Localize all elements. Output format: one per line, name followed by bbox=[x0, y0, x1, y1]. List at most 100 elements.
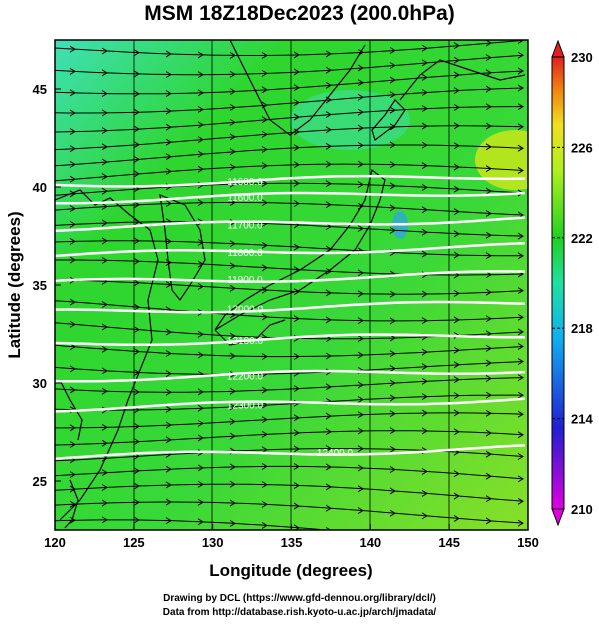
credit-line-1: Drawing by DCL (https://www.gfd-dennou.o… bbox=[163, 593, 436, 604]
contour-label: 11600.0 bbox=[227, 177, 263, 188]
wind-arrow bbox=[325, 201, 332, 209]
wind-arrow bbox=[69, 298, 76, 306]
grid-lines bbox=[133, 40, 450, 530]
wind-arrow bbox=[165, 167, 172, 175]
wind-arrow bbox=[261, 481, 268, 489]
wind-arrow bbox=[261, 146, 268, 153]
wind-arrow bbox=[261, 386, 268, 394]
wind-arrow bbox=[229, 520, 236, 527]
wind-arrow bbox=[325, 412, 332, 420]
wind-arrow bbox=[133, 369, 140, 376]
wind-arrow bbox=[293, 502, 300, 510]
wind-arrow bbox=[101, 499, 108, 507]
wind-arrow bbox=[421, 427, 428, 435]
wind-arrow bbox=[197, 498, 204, 506]
wind-arrow bbox=[517, 453, 524, 460]
wind-arrow bbox=[517, 328, 524, 336]
wind-arrow bbox=[229, 262, 236, 270]
wind-arrow bbox=[101, 143, 108, 151]
contour-label: 12000.0 bbox=[227, 305, 264, 316]
wind-arrow bbox=[453, 409, 460, 417]
wind-arrow bbox=[229, 499, 236, 507]
wind-arrow bbox=[389, 350, 396, 358]
wind-arrow bbox=[517, 144, 524, 152]
wind-arrow bbox=[357, 48, 364, 56]
wind-arrow bbox=[357, 93, 364, 101]
x-tick-label: 135 bbox=[281, 535, 303, 550]
wind-arrow bbox=[261, 264, 268, 272]
wind-arrow bbox=[485, 252, 492, 260]
wind-arrow bbox=[325, 526, 332, 530]
wind-arrow bbox=[517, 287, 524, 295]
wind-arrow bbox=[293, 429, 300, 437]
wind-arrow bbox=[197, 238, 204, 246]
wind-arrow bbox=[69, 220, 76, 228]
wind-arrow bbox=[421, 74, 428, 81]
wind-arrow bbox=[69, 175, 76, 183]
wind-arrow bbox=[229, 199, 236, 206]
wind-arrow bbox=[357, 141, 364, 149]
wind-arrow bbox=[485, 69, 492, 77]
wind-arrow bbox=[293, 144, 300, 152]
wind-arrow bbox=[101, 387, 108, 395]
streamline bbox=[55, 87, 524, 114]
wind-arrow bbox=[69, 343, 76, 351]
wind-arrow bbox=[453, 289, 460, 297]
wind-arrow bbox=[261, 416, 268, 424]
height-contour bbox=[55, 216, 526, 233]
wind-arrow bbox=[325, 504, 332, 512]
credit-line-2: Data from http://database.rish.kyoto-u.a… bbox=[162, 607, 437, 618]
y-tick-label: 30 bbox=[33, 376, 47, 391]
wind-arrow bbox=[133, 326, 140, 334]
wind-arrow bbox=[389, 226, 396, 234]
wind-arrow bbox=[517, 410, 524, 418]
wind-arrow bbox=[453, 392, 460, 400]
wind-arrow bbox=[229, 284, 236, 292]
wind-arrow bbox=[517, 252, 524, 260]
wind-arrow bbox=[165, 138, 172, 146]
wind-arrow bbox=[133, 388, 140, 396]
wind-arrow bbox=[421, 228, 428, 236]
wind-arrow bbox=[421, 105, 428, 112]
x-tick-label: 130 bbox=[202, 535, 224, 550]
height-contours: 11600.0 11600.0 11700.0 11800.0 11900.0 12000… bbox=[55, 174, 526, 460]
wind-arrow bbox=[133, 170, 140, 178]
wind-arrow bbox=[485, 143, 492, 151]
wind-arrow bbox=[69, 160, 76, 168]
wind-arrow bbox=[261, 286, 268, 294]
wind-arrow bbox=[485, 54, 492, 62]
wind-arrow bbox=[165, 237, 172, 245]
wind-arrow bbox=[325, 50, 332, 58]
wind-arrow bbox=[517, 84, 524, 92]
wind-arrow bbox=[165, 481, 172, 489]
streamline bbox=[55, 40, 524, 56]
wind-arrow bbox=[453, 208, 460, 216]
wind-arrow bbox=[517, 103, 524, 111]
wind-arrow bbox=[517, 519, 524, 527]
x-tick-label: 150 bbox=[517, 535, 539, 550]
wind-arrow bbox=[325, 483, 332, 491]
wind-arrow bbox=[453, 42, 460, 50]
wind-arrow bbox=[389, 47, 396, 54]
wind-arrow bbox=[421, 489, 428, 497]
y-axis-title: Latitude (degrees) bbox=[5, 211, 24, 358]
streamline bbox=[55, 344, 524, 358]
wind-arrow bbox=[485, 315, 492, 323]
wind-arrow bbox=[165, 123, 172, 131]
wind-arrow bbox=[517, 475, 524, 483]
wind-arrow bbox=[389, 123, 396, 131]
height-contour bbox=[55, 369, 526, 383]
wind-arrow bbox=[229, 118, 236, 126]
y-tick-label: 45 bbox=[33, 82, 47, 97]
wind-arrow bbox=[485, 165, 492, 173]
wind-arrow bbox=[261, 353, 268, 360]
wind-arrow bbox=[197, 165, 204, 173]
wind-arrow bbox=[261, 180, 268, 187]
wind-arrow bbox=[133, 108, 140, 116]
wind-arrow bbox=[389, 290, 396, 298]
wind-arrow bbox=[453, 346, 460, 354]
wind-arrow bbox=[390, 533, 395, 539]
wind-arrow bbox=[325, 383, 332, 391]
wind-arrow bbox=[453, 251, 460, 259]
wind-arrow bbox=[485, 517, 492, 525]
